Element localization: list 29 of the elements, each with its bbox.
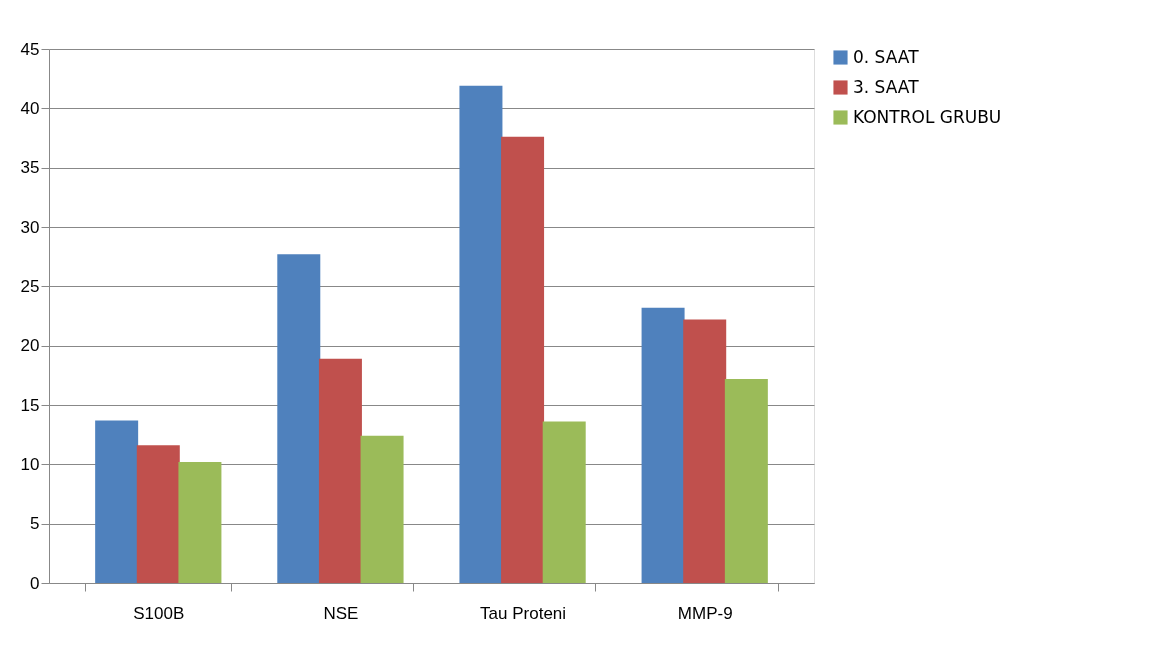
x-tick-label: Tau Proteni [480, 603, 567, 623]
y-tick-label: 30 [20, 217, 40, 237]
bar [501, 136, 545, 583]
legend-label: KONTROL GRUBU [853, 106, 1002, 127]
y-tick-label: 15 [20, 395, 40, 415]
bar [277, 254, 321, 583]
bar [641, 307, 685, 583]
y-tick-label: 40 [20, 98, 40, 118]
legend-label: 3. SAAT [853, 76, 920, 97]
y-tick-label: 35 [20, 158, 40, 178]
legend-label: 0. SAAT [853, 46, 920, 67]
x-tick-label: NSE [323, 603, 359, 623]
bar [136, 445, 180, 583]
bar [95, 420, 139, 583]
bar [542, 421, 586, 583]
y-tick-label: 5 [30, 514, 40, 534]
y-tick-label: 25 [20, 276, 40, 296]
x-tick-label: S100B [133, 603, 185, 623]
y-tick-label: 45 [20, 39, 40, 59]
y-tick-label: 10 [20, 454, 40, 474]
bar [724, 378, 768, 583]
y-tick-label: 20 [20, 336, 40, 356]
bar [459, 85, 503, 583]
bar [683, 319, 727, 583]
bar [318, 358, 362, 583]
bar [360, 435, 404, 583]
bar [178, 461, 222, 583]
x-tick-label: MMP-9 [677, 603, 733, 623]
y-tick-label: 0 [30, 573, 40, 593]
